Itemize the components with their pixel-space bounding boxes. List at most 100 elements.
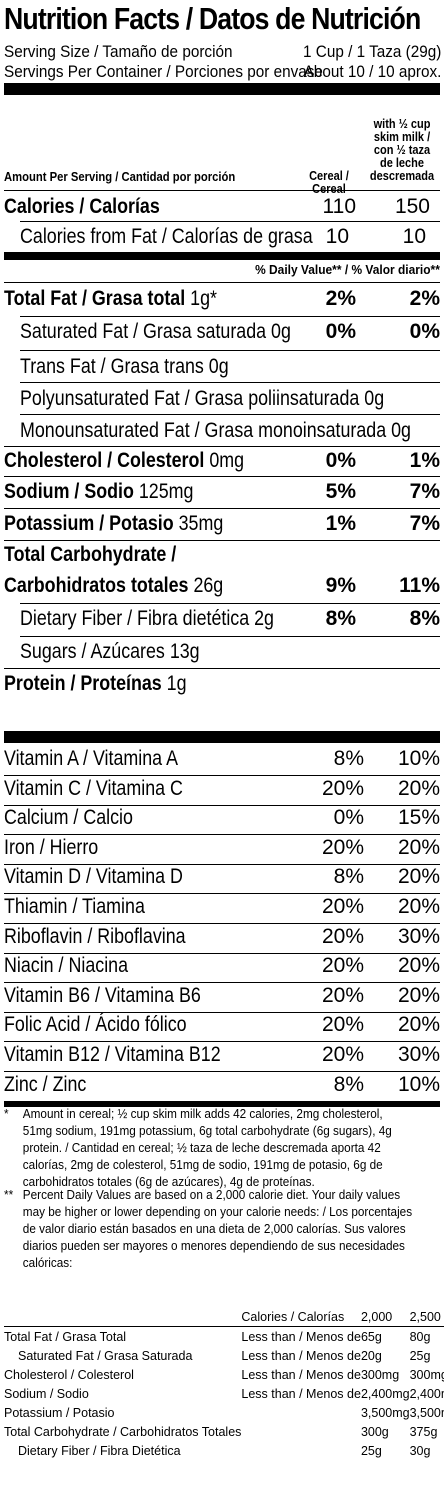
dv-table-row: Dietary Fiber / Fibra Dietética 25g 30g [4, 1441, 444, 1460]
nutrient-dv-milk: 7% [409, 480, 440, 503]
nutrient-label: Saturated Fat / Grasa saturada [20, 320, 267, 343]
nutrient-label: Sugars / Azúcares 13g [20, 640, 200, 663]
dv-table-cell: 80g [409, 1329, 431, 1344]
dv-table-cell: Total Carbohydrate / Carbohidratos Total… [4, 1424, 242, 1439]
dv-table-cell [241, 1441, 361, 1460]
nutrient-label: Dietary Fiber / Fibra dietética 2g [20, 607, 274, 630]
calories-v2: 150 [394, 195, 430, 218]
nutrient-label: Polyunsaturated Fat / Grasa poliinsatura… [20, 387, 385, 410]
label-title: Nutrition Facts / Datos de Nutrición [4, 1, 421, 36]
serving-size-row: Serving Size / Tamaño de porción 1 Cup /… [4, 42, 441, 61]
nutrient-label: Total Fat / Grasa total [4, 287, 186, 310]
divider [20, 350, 440, 351]
divider [20, 603, 440, 604]
footnote-daily-values: ** Percent Daily Values are based on a 2… [4, 1187, 414, 1272]
dv-table-cell: 30g [409, 1443, 431, 1458]
nutrient-label: Carbohidratos totales [4, 574, 189, 597]
dv-table-cell: Calories / Calorías [241, 1309, 345, 1324]
vitamin-row: Vitamin A / Vitamina A [4, 747, 438, 771]
dv-table-cell: Less than / Menos de [241, 1329, 361, 1344]
nutrient-amount: 1g [166, 672, 187, 695]
dv-table-row: Total Fat / Grasa Total Less than / Menos… [4, 1327, 444, 1347]
vitamin-dv-milk: 20% [397, 836, 440, 859]
dv-table-row: Total Carbohydrate / Carbohidratos Total… [4, 1422, 444, 1441]
vitamin-row: Folic Acid / Ácido fólico [4, 1013, 438, 1037]
calories-fat-v2: 10 [402, 225, 426, 248]
vitamin-row: Riboflavin / Riboflavina [4, 925, 438, 949]
nutrient-row: Sugars / Azúcares 13g [20, 640, 444, 664]
vitamin-row: Thiamin / Tiamina [4, 895, 438, 919]
divider [4, 508, 440, 509]
nutrient-amount: 35mg [178, 512, 224, 535]
divider [20, 316, 440, 317]
divider [4, 190, 440, 191]
dv-table-cell: 375g [409, 1424, 438, 1439]
vitamin-row: Calcium / Calcio [4, 806, 438, 830]
nutrient-row: Total Fat / Grasa total 1g* [4, 287, 438, 311]
dv-table-row: Sodium / Sodio Less than / Menos de 2,400m… [4, 1384, 444, 1403]
dv-table-cell: Less than / Menos de [241, 1348, 361, 1363]
dv-table-cell: 3,500mg [360, 1405, 410, 1420]
vitamin-dv-cereal: 20% [321, 954, 364, 977]
nutrient-amount: 26g [193, 574, 224, 597]
vitamin-label: Calcium / Calcio [4, 806, 133, 829]
col-cereal-header: Cereal / Cereal [309, 169, 349, 196]
nutrient-dv-milk: 7% [409, 512, 440, 535]
dv-table-cell: 300g [360, 1424, 389, 1439]
vitamin-dv-milk: 30% [397, 925, 440, 948]
dv-table-cell: Total Fat / Grasa Total [4, 1329, 127, 1344]
divider [4, 805, 440, 806]
nutrient-row: Total Carbohydrate / [4, 543, 438, 567]
servings-label: Servings Per Container / Porciones por e… [4, 62, 323, 81]
nutrient-amount: 1g* [190, 287, 217, 310]
vitamin-dv-cereal: 20% [321, 777, 364, 800]
divider [4, 1071, 440, 1072]
nutrient-dv-milk: 0% [409, 320, 440, 343]
vitamin-dv-milk: 20% [397, 895, 440, 918]
dv-table-cell: 25g [409, 1348, 431, 1363]
divider [4, 476, 440, 477]
amount-per-serving: Amount Per Serving / Cantidad por porció… [4, 170, 236, 184]
servings-value: About 10 / 10 aprox. [303, 62, 442, 81]
vitamin-label: Iron / Hierro [4, 836, 99, 859]
divider [4, 893, 440, 894]
vitamin-label: Vitamin B12 / Vitamina B12 [4, 1043, 221, 1066]
vitamin-label: Vitamin C / Vitamina C [4, 777, 183, 800]
nutrient-label: Total Carbohydrate / [4, 543, 177, 566]
footnote-amount: * Amount in cereal; ½ cup skim milk adds… [4, 1106, 414, 1191]
divider [4, 982, 440, 983]
nutrient-row: Potassium / Potasio 35mg [4, 512, 438, 536]
servings-row: Servings Per Container / Porciones por e… [4, 62, 441, 81]
vitamin-label: Vitamin D / Vitamina D [4, 865, 183, 888]
dv-table-cell [4, 1307, 241, 1327]
vitamin-dv-cereal: 8% [333, 865, 364, 888]
vitamin-dv-cereal: 20% [321, 895, 364, 918]
vitamin-label: Folic Acid / Ácido fólico [4, 1013, 187, 1036]
divider [4, 923, 440, 924]
daily-value-header: % Daily Value** / % Valor diario** [255, 262, 440, 277]
dv-table-cell: Sodium / Sodio [4, 1386, 89, 1401]
dv-table-cell: 25g [360, 1443, 382, 1458]
dv-table-cell: Dietary Fiber / Fibra Dietética [18, 1443, 181, 1458]
nutrient-dv-cereal: 5% [325, 480, 356, 503]
vitamin-dv-milk: 20% [397, 1013, 440, 1036]
divider [4, 1041, 440, 1042]
calories-label: Calories / Calorías [4, 195, 160, 218]
nutrient-label: Protein / Proteínas [4, 672, 162, 695]
vitamin-label: Thiamin / Tiamina [4, 895, 145, 918]
vitamin-dv-cereal: 20% [321, 836, 364, 859]
dv-table-cell: Saturated Fat / Grasa Saturada [18, 1348, 193, 1363]
calories-row: Calories / Calorías [4, 195, 438, 219]
dv-table-cell: 2,400mg [409, 1386, 444, 1401]
nutrient-row: Sodium / Sodio 125mg [4, 480, 438, 504]
divider [4, 446, 440, 447]
dv-table-row: Cholesterol / Colesterol Less than / Meno… [4, 1365, 444, 1384]
footnote-text: Amount in cereal; ½ cup skim milk adds 4… [22, 1107, 392, 1189]
vitamin-row: Vitamin C / Vitamina C [4, 777, 438, 801]
vitamin-dv-cereal: 8% [333, 747, 364, 770]
nutrient-amount: 125mg [138, 480, 194, 503]
nutrient-dv-milk: 8% [409, 607, 440, 630]
nutrient-row: Protein / Proteínas 1g [4, 672, 438, 696]
